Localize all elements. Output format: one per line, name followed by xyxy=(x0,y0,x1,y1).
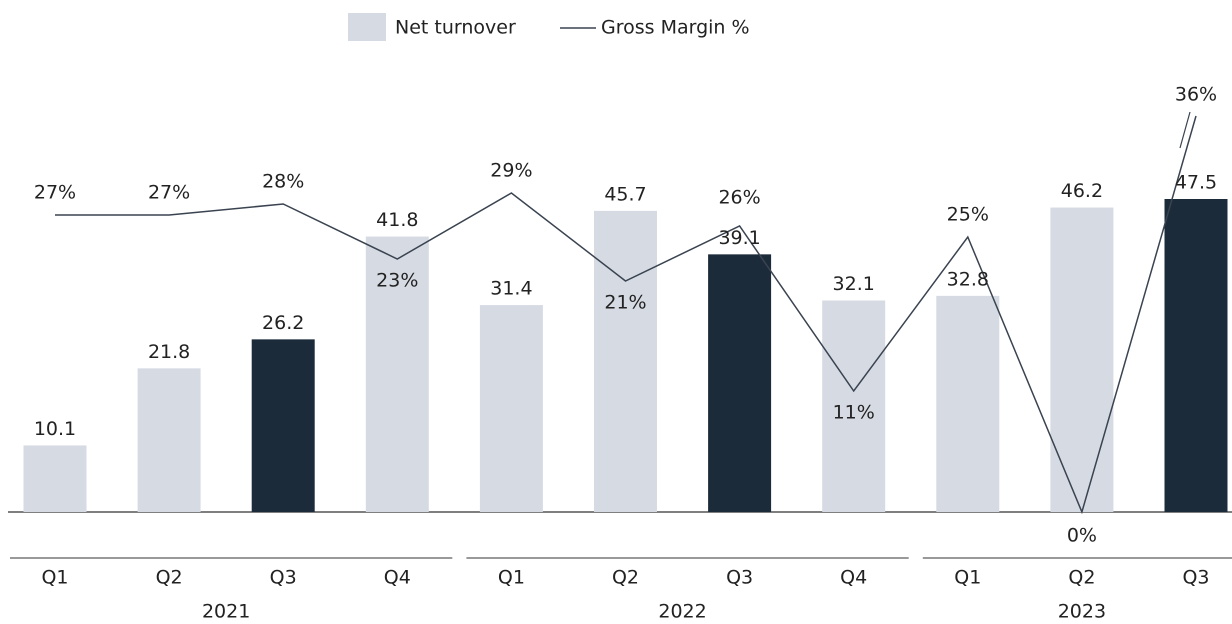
bar-label: 39.1 xyxy=(718,227,760,249)
x-tick-label: Q3 xyxy=(1182,567,1209,589)
bar xyxy=(822,300,886,512)
bar xyxy=(137,368,201,512)
x-tick-label: Q1 xyxy=(498,567,525,589)
bar-label: 26.2 xyxy=(262,312,304,334)
line xyxy=(55,115,1197,515)
x-tick-label: Q2 xyxy=(1068,567,1095,589)
line-label: 36% xyxy=(1175,84,1217,106)
legend-label: Net turnover xyxy=(395,17,516,39)
bar-label: 46.2 xyxy=(1061,180,1103,202)
x-tick-label: Q4 xyxy=(384,567,411,589)
bar-label: 10.1 xyxy=(34,418,76,440)
bar xyxy=(708,254,772,513)
x-tick-label: Q4 xyxy=(840,567,867,589)
group-label: 2022 xyxy=(658,601,706,623)
bar xyxy=(365,236,429,512)
bar xyxy=(936,295,1000,512)
bar-label: 41.8 xyxy=(376,209,418,231)
line-label: 27% xyxy=(148,182,190,204)
line-label: 27% xyxy=(34,182,76,204)
bar xyxy=(1164,199,1228,512)
legend-label: Gross Margin % xyxy=(601,17,750,39)
x-tick-label: Q3 xyxy=(726,567,753,589)
group-label: 2023 xyxy=(1058,601,1106,623)
bar-label: 45.7 xyxy=(604,183,646,205)
bar-label: 32.8 xyxy=(947,268,989,290)
bar xyxy=(23,445,87,512)
bar xyxy=(594,210,657,512)
legend-swatch-bar xyxy=(348,13,386,41)
leader-line xyxy=(1179,111,1191,149)
line-label: 11% xyxy=(833,402,875,424)
line-label: 29% xyxy=(490,160,532,182)
bar xyxy=(479,305,543,512)
bar-label: 32.1 xyxy=(833,273,875,295)
bar-label: 21.8 xyxy=(148,341,190,363)
line-label: 23% xyxy=(376,270,418,292)
x-tick-label: Q3 xyxy=(270,567,297,589)
line-label: 21% xyxy=(604,292,646,314)
line-label: 25% xyxy=(947,204,989,226)
x-tick-label: Q1 xyxy=(41,567,68,589)
x-tick-label: Q1 xyxy=(954,567,981,589)
bar xyxy=(1050,207,1114,512)
line-label: 28% xyxy=(262,171,304,193)
line-label: 26% xyxy=(718,187,760,209)
x-tick-label: Q2 xyxy=(612,567,639,589)
x-tick-label: Q2 xyxy=(156,567,183,589)
bar-label: 31.4 xyxy=(490,278,532,300)
bar xyxy=(251,339,315,512)
bar-label: 47.5 xyxy=(1175,172,1217,194)
line-label: 0% xyxy=(1067,525,1097,547)
group-label: 2021 xyxy=(202,601,250,623)
